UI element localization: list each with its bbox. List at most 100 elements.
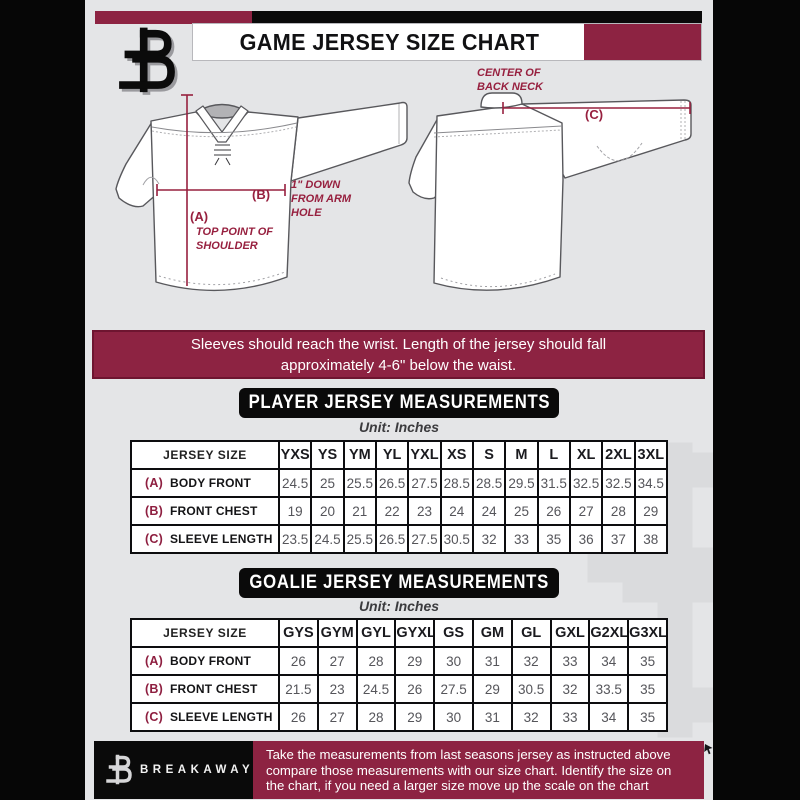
value-cell: 27.5	[407, 524, 442, 554]
value-cell: 25	[504, 496, 539, 526]
value-cell: 21.5	[278, 674, 319, 704]
page-title: GAME JERSEY SIZE CHART	[193, 24, 586, 60]
value-cell: 27.5	[433, 674, 474, 704]
value-cell: 34.5	[633, 468, 669, 498]
fit-note-banner: Sleeves should reach the wrist. Length o…	[92, 330, 705, 379]
size-column-header: L	[536, 440, 571, 470]
value-cell: 34	[588, 646, 630, 676]
value-cell: 23.5	[277, 524, 313, 554]
row-name: BODY FRONT	[169, 654, 252, 668]
value-cell: 22	[374, 496, 410, 526]
value-cell: 36	[568, 524, 604, 554]
measure-b-label: (B)	[252, 187, 271, 202]
value-cell: 31	[471, 702, 513, 732]
footer-instructions-box: Take the measurements from last seasons …	[253, 741, 704, 799]
value-cell: 26	[536, 496, 571, 526]
measure-a-label: (A)	[190, 209, 209, 224]
value-cell: 25.5	[342, 524, 377, 554]
value-cell: 35	[536, 524, 571, 554]
value-cell: 35	[627, 674, 668, 704]
size-column-header: GYM	[316, 618, 358, 648]
value-cell: 28	[601, 496, 636, 526]
measure-b-caption: 1" DOWN FROM ARM HOLE	[291, 179, 352, 219]
measure-c-label: (C)	[585, 107, 604, 122]
breakaway-footer-logo	[106, 754, 132, 785]
value-cell: 24.5	[310, 524, 345, 554]
value-cell: 34	[588, 702, 630, 732]
value-cell: 26	[394, 674, 436, 704]
jersey-diagrams	[115, 92, 692, 292]
goalie-size-table: JERSEY SIZE GYS GYM GYL GYXL GS GM GL GXL G2XL G3X…	[130, 618, 668, 732]
value-cell: 35	[627, 702, 668, 732]
measurement-row: (B) FRONT CHEST 21.5 23 24.5 26 27.5 29 30.5 32 33…	[130, 674, 668, 704]
measure-a-caption: TOP POINT OF SHOULDER	[196, 226, 274, 252]
value-cell: 27	[316, 646, 358, 676]
value-cell: 32	[471, 524, 507, 554]
row-label-cell: (C) SLEEVE LENGTH	[130, 524, 280, 554]
size-column-header: S	[471, 440, 507, 470]
size-column-header: XL	[568, 440, 604, 470]
value-cell: 27	[568, 496, 604, 526]
measure-c-caption: CENTER OF BACK NECK	[477, 67, 543, 93]
measurement-row: (A) BODY FRONT 24.5 25 25.5 26.5 27.5 28.5 28.5 2…	[130, 468, 669, 498]
value-cell: 24.5	[355, 674, 397, 704]
page-title-text: GAME JERSEY SIZE CHART	[239, 28, 540, 55]
value-cell: 24	[471, 496, 507, 526]
value-cell: 26	[278, 646, 319, 676]
fit-note-text: Sleeves should reach the wrist. Length o…	[190, 335, 607, 374]
size-column-header: YS	[310, 440, 345, 470]
back-jersey-drawing	[408, 92, 692, 291]
value-cell: 30	[433, 702, 474, 732]
value-cell: 27	[316, 702, 358, 732]
breakaway-logo	[119, 27, 178, 95]
size-column-header: XS	[439, 440, 474, 470]
value-cell: 25	[310, 468, 345, 498]
row-key: (A)	[145, 654, 163, 668]
row-key: (C)	[145, 532, 163, 546]
value-cell: 29	[471, 674, 513, 704]
value-cell: 29	[633, 496, 669, 526]
size-column-header: GYL	[355, 618, 397, 648]
row-key: (A)	[145, 476, 163, 490]
value-cell: 28	[355, 646, 397, 676]
value-cell: 25.5	[342, 468, 377, 498]
title-banner: GAME JERSEY SIZE CHART	[192, 23, 702, 61]
row-key: (B)	[145, 504, 163, 518]
measurement-row: (B) FRONT CHEST 19 20 21 22 23 24 24 25 26 27 28 29	[130, 496, 669, 526]
value-cell: 30	[433, 646, 474, 676]
size-column-header: YL	[374, 440, 410, 470]
value-cell: 30.5	[439, 524, 474, 554]
measurement-row: (C) SLEEVE LENGTH 26 27 28 29 30 31 32 33 34 35	[130, 702, 668, 732]
goalie-section-title: GOALIE JERSEY MEASUREMENTS	[239, 568, 559, 598]
size-column-header: G2XL	[588, 618, 630, 648]
player-size-table: JERSEY SIZE YXS YS YM YL YXL XS S M L XL 2XL 3XL (A)…	[130, 440, 669, 554]
value-cell: 20	[310, 496, 345, 526]
row-name: BODY FRONT	[169, 476, 252, 490]
value-cell: 33	[504, 524, 539, 554]
row-label-cell: (C) SLEEVE LENGTH	[130, 702, 280, 732]
value-cell: 30.5	[510, 674, 552, 704]
mouse-cursor	[704, 744, 713, 755]
value-cell: 32.5	[568, 468, 604, 498]
value-cell: 29	[394, 702, 436, 732]
value-cell: 32	[510, 702, 552, 732]
value-cell: 33	[549, 646, 591, 676]
value-cell: 38	[633, 524, 669, 554]
size-column-header: YM	[342, 440, 377, 470]
measurement-row: (A) BODY FRONT 26 27 28 29 30 31 32 33 34 35	[130, 646, 668, 676]
brand-name: BREAKAWAY	[140, 764, 255, 776]
header-accent-bar	[95, 11, 702, 24]
value-cell: 21	[342, 496, 377, 526]
size-column-header: 3XL	[633, 440, 669, 470]
value-cell: 28.5	[439, 468, 474, 498]
player-section-title-text: PLAYER JERSEY MEASUREMENTS	[248, 392, 550, 413]
value-cell: 26.5	[374, 468, 410, 498]
header-accent-maroon	[95, 11, 252, 24]
row-label-cell: (A) BODY FRONT	[130, 468, 280, 498]
player-header-row: JERSEY SIZE YXS YS YM YL YXL XS S M L XL 2XL 3XL	[130, 440, 669, 470]
value-cell: 28	[355, 702, 397, 732]
size-column-header: YXS	[277, 440, 313, 470]
value-cell: 33	[549, 702, 591, 732]
goalie-section-title-text: GOALIE JERSEY MEASUREMENTS	[249, 572, 549, 593]
